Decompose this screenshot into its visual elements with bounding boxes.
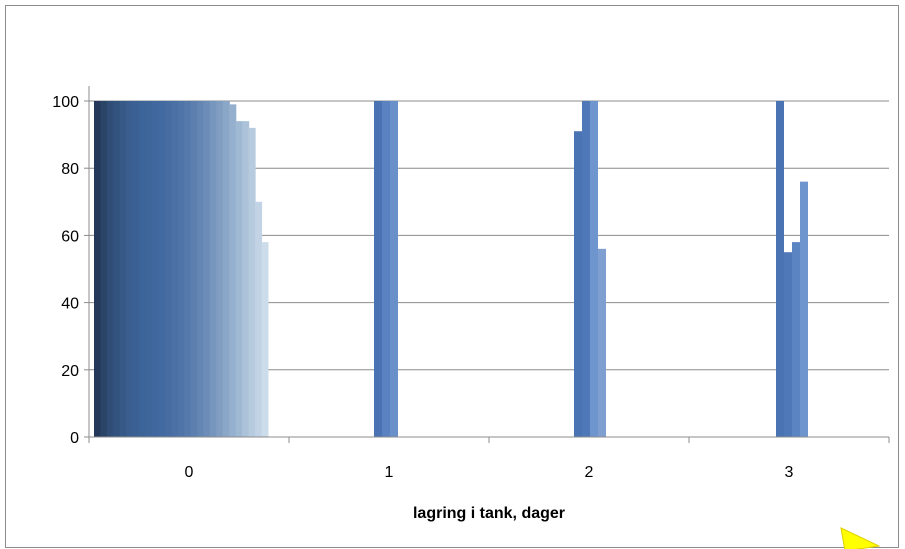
bar-0-13 [177, 101, 185, 437]
bar-0-11 [164, 101, 172, 437]
bar-1-1 [382, 101, 390, 437]
x-tick-label: 1 [385, 464, 394, 481]
bar-0-6 [132, 101, 140, 437]
bar-2-0 [574, 131, 582, 437]
bar-chart: 0 20 40 60 80 100 0 1 2 3 lagring i tank, dager [52, 86, 890, 549]
y-tick-label: 0 [70, 430, 79, 447]
bar-0-22 [235, 121, 243, 437]
y-tick-label: 40 [61, 296, 79, 313]
bar-0-23 [242, 121, 250, 437]
bar-0-18 [209, 101, 217, 437]
bar-3-0 [776, 101, 784, 437]
y-tick-label: 60 [61, 228, 79, 245]
chart-area: 0 20 40 60 80 100 0 1 2 3 lagring i tank, dager [5, 5, 899, 549]
bar-0-16 [197, 101, 205, 437]
tick-labels: 0 20 40 60 80 100 0 1 2 3 [52, 94, 793, 481]
bar-0-3 [113, 101, 121, 437]
bar-0-21 [229, 104, 237, 438]
bar-0-14 [184, 101, 192, 437]
y-tick-label: 20 [61, 363, 79, 380]
bar-3-2 [792, 242, 800, 437]
y-tick-label: 100 [52, 94, 79, 111]
bar-0-0 [94, 101, 102, 437]
bar-0-9 [151, 101, 160, 437]
bar-0-15 [190, 101, 198, 437]
bar-0-17 [203, 101, 211, 437]
x-tick-label: 0 [185, 464, 194, 481]
axes [84, 86, 890, 549]
bar-3-3 [800, 181, 808, 437]
x-tick-label: 2 [585, 464, 594, 481]
bar-2-1 [582, 101, 590, 437]
bar-1-2 [390, 101, 398, 437]
bar-2-3 [598, 248, 606, 437]
y-tick-label: 80 [61, 161, 79, 178]
bar-0-26 [261, 242, 269, 437]
bar-0-1 [100, 101, 108, 437]
bar-1-0 [374, 101, 382, 437]
bar-2-2 [590, 101, 598, 437]
bar-0-10 [158, 101, 166, 437]
bars [94, 101, 808, 438]
bar-0-2 [106, 101, 114, 437]
bar-0-24 [248, 127, 256, 437]
bar-0-5 [126, 101, 134, 437]
x-axis-title: lagring i tank, dager [413, 505, 565, 522]
bar-0-25 [255, 201, 263, 437]
bar-0-20 [222, 101, 230, 437]
x-tick-label: 3 [785, 464, 794, 481]
bar-3-1 [784, 252, 792, 437]
bar-0-12 [171, 101, 179, 437]
corner-marker [840, 527, 881, 549]
bar-0-8 [145, 101, 153, 437]
bar-0-7 [139, 101, 147, 437]
bar-0-4 [119, 101, 127, 437]
bar-0-19 [216, 101, 224, 437]
